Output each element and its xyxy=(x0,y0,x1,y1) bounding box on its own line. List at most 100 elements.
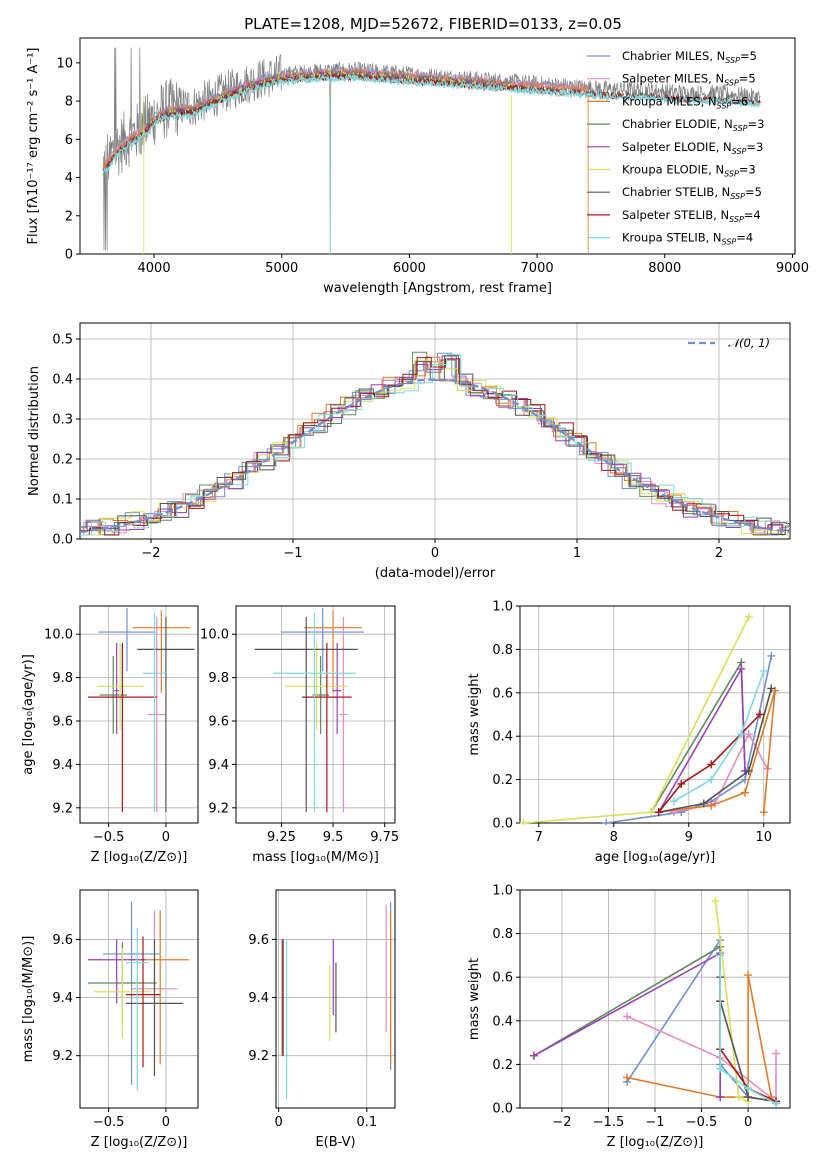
figure-title: PLATE=1208, MJD=52672, FIBERID=0133, z=0… xyxy=(244,15,622,33)
age-vs-z-points xyxy=(88,608,195,813)
weight-marker xyxy=(772,1099,781,1108)
x-tick-label: −1.5 xyxy=(593,1115,625,1130)
weight-marker xyxy=(707,801,716,810)
x-tick-label: 0.1 xyxy=(356,1115,377,1130)
weight-vs-age-axes: 7 8 9 10 0.0 0.2 0.4 0.6 0.8 1.0 age [log₁₀(age/yr… xyxy=(467,600,791,865)
y-tick-label: 9.4 xyxy=(52,758,73,773)
weight-marker xyxy=(759,667,768,676)
weight-marker xyxy=(772,1049,781,1058)
weight-marker xyxy=(744,730,753,739)
x-tick-label: −0.5 xyxy=(686,1115,718,1130)
y-tick-label: 0.8 xyxy=(492,927,513,942)
weight-marker xyxy=(623,1012,632,1021)
legend-entry: Chabrier MILES, NSSP=5 xyxy=(622,49,757,65)
weight-marker xyxy=(737,730,746,739)
weight-marker xyxy=(711,896,720,905)
y-tick-label: 9.4 xyxy=(248,991,269,1006)
x-tick-label: 5000 xyxy=(265,261,298,276)
y-tick-label: 0.4 xyxy=(52,373,73,388)
y-tick-label: 0.2 xyxy=(492,1058,513,1073)
y-tick-label: 0 xyxy=(65,248,73,263)
mass-vs-z-frame xyxy=(79,889,199,1109)
mass-vs-z-axes: −0.5 0 9.2 9.4 9.6 Z [log₁₀(Z/Z⊙)] mass [log₁₀… xyxy=(21,889,199,1150)
weight-marker xyxy=(741,775,749,784)
weight-vs-z-axes: −2 −1.5 −1 −0.5 0 0.0 0.2 0.4 0.6 0.8 1.0 Z [log₁₀(… xyxy=(467,884,791,1150)
y-tick-label: 9.4 xyxy=(52,991,73,1006)
y-tick-label: 1.0 xyxy=(492,884,513,899)
model-line-kroupa-miles xyxy=(102,67,589,170)
weight-marker xyxy=(716,951,725,960)
x-tick-label: 7000 xyxy=(521,261,554,276)
x-tick-label: −1 xyxy=(645,1115,664,1130)
mass-vs-ebv-frame xyxy=(275,889,396,1109)
residuals-xlabel: (data-model)/error xyxy=(375,566,496,581)
model-line-kroupa-stelib xyxy=(102,73,761,174)
spectrum-ylabel: Flux [fλ10⁻¹⁷ erg cm⁻² s⁻¹ A⁻¹] xyxy=(26,48,41,245)
y-tick-label: 0.4 xyxy=(492,730,513,745)
x-tick-label: 1 xyxy=(573,546,581,561)
weight-marker xyxy=(677,779,686,788)
weight-marker xyxy=(756,710,764,719)
weight-marker xyxy=(623,1073,632,1082)
weight-vs-z-frame xyxy=(519,889,791,1109)
legend-entry: Kroupa MILES, NSSP=6 xyxy=(622,94,748,110)
x-tick-label: 0 xyxy=(162,830,170,845)
y-tick-label: 2 xyxy=(65,209,73,224)
weight-marker xyxy=(654,808,663,817)
weight-marker xyxy=(744,612,753,621)
y-tick-label: 9.6 xyxy=(248,933,269,948)
weight-marker xyxy=(759,808,768,817)
y-tick-label: 9.8 xyxy=(208,671,229,686)
weight-marker xyxy=(602,819,611,825)
y-tick-label: 0.1 xyxy=(52,493,73,508)
y-tick-label: 9.2 xyxy=(248,1049,269,1064)
y-tick-label: 0.2 xyxy=(492,773,513,788)
legend-entry: Kroupa STELIB, NSSP=4 xyxy=(622,231,753,247)
weight-marker xyxy=(519,819,528,825)
y-tick-label: 6 xyxy=(65,133,73,148)
weight-vs-age-xlabel: age [log₁₀(age/yr)] xyxy=(595,850,716,865)
weight-marker xyxy=(737,664,746,673)
x-tick-label: −0.5 xyxy=(93,830,125,845)
y-tick-label: 0.4 xyxy=(492,1014,513,1029)
x-tick-label: −0.5 xyxy=(93,1115,125,1130)
weight-marker xyxy=(744,766,753,775)
x-tick-label: 8 xyxy=(610,830,618,845)
x-tick-label: 10 xyxy=(755,830,772,845)
y-tick-label: 10 xyxy=(56,56,73,71)
x-tick-label: 9000 xyxy=(776,261,809,276)
histogram-step-line xyxy=(80,354,790,536)
weight-marker xyxy=(716,1064,725,1073)
mass-vs-z-ylabel: mass [log₁₀(M/M⊙)] xyxy=(21,936,36,1063)
plot-layer: 4000 5000 6000 7000 8000 90000246810wavelengt… xyxy=(21,37,809,1150)
age-vs-mass-axes: 9.25 9.5 9.75 9.2 9.4 9.6 9.8 10.0 mass [log₁₀(M… xyxy=(200,605,399,865)
age-vs-mass-frame xyxy=(235,605,396,824)
residuals-ylabel: Normed distribution xyxy=(27,366,42,496)
weight-marker xyxy=(767,651,776,660)
weight-vs-age-ylabel: mass weight xyxy=(467,673,482,755)
legend-entry: 𝒩(0, 1) xyxy=(728,336,770,350)
y-tick-label: 9.6 xyxy=(208,715,229,730)
weight-marker xyxy=(744,1084,753,1093)
age-vs-z-axes: −0.5 0 9.2 9.4 9.6 9.8 10.0 Z [log₁₀(Z/Z⊙)] age … xyxy=(21,605,199,865)
weight-vs-age-frame xyxy=(519,605,791,824)
weight-vs-z-ylabel: mass weight xyxy=(467,958,482,1040)
spectrum-legend: Chabrier MILES, NSSP=5 Salpeter MILES, NS… xyxy=(587,49,764,247)
y-tick-label: 9.6 xyxy=(52,933,73,948)
y-tick-label: 9.8 xyxy=(52,671,73,686)
residuals-axes: −2 −1 0 1 2 0.0 0.1 0.2 0.3 0.4 0.5 (data-model)/er… xyxy=(27,322,791,581)
x-tick-label: −1 xyxy=(283,546,302,561)
y-tick-label: 9.2 xyxy=(52,801,73,816)
y-tick-label: 0.0 xyxy=(492,1102,513,1117)
weight-line xyxy=(650,659,746,813)
mass-vs-ebv-xlabel: E(B-V) xyxy=(315,1135,355,1150)
y-tick-label: 8 xyxy=(65,95,73,110)
x-tick-label: 6000 xyxy=(393,261,426,276)
x-tick-label: −2 xyxy=(141,546,160,561)
legend-entry: Chabrier ELODIE, NSSP=3 xyxy=(622,117,764,133)
y-tick-label: 9.2 xyxy=(52,1049,73,1064)
y-tick-label: 0.6 xyxy=(492,971,513,986)
x-tick-label: 2 xyxy=(715,546,723,561)
residual-histograms xyxy=(80,351,790,536)
